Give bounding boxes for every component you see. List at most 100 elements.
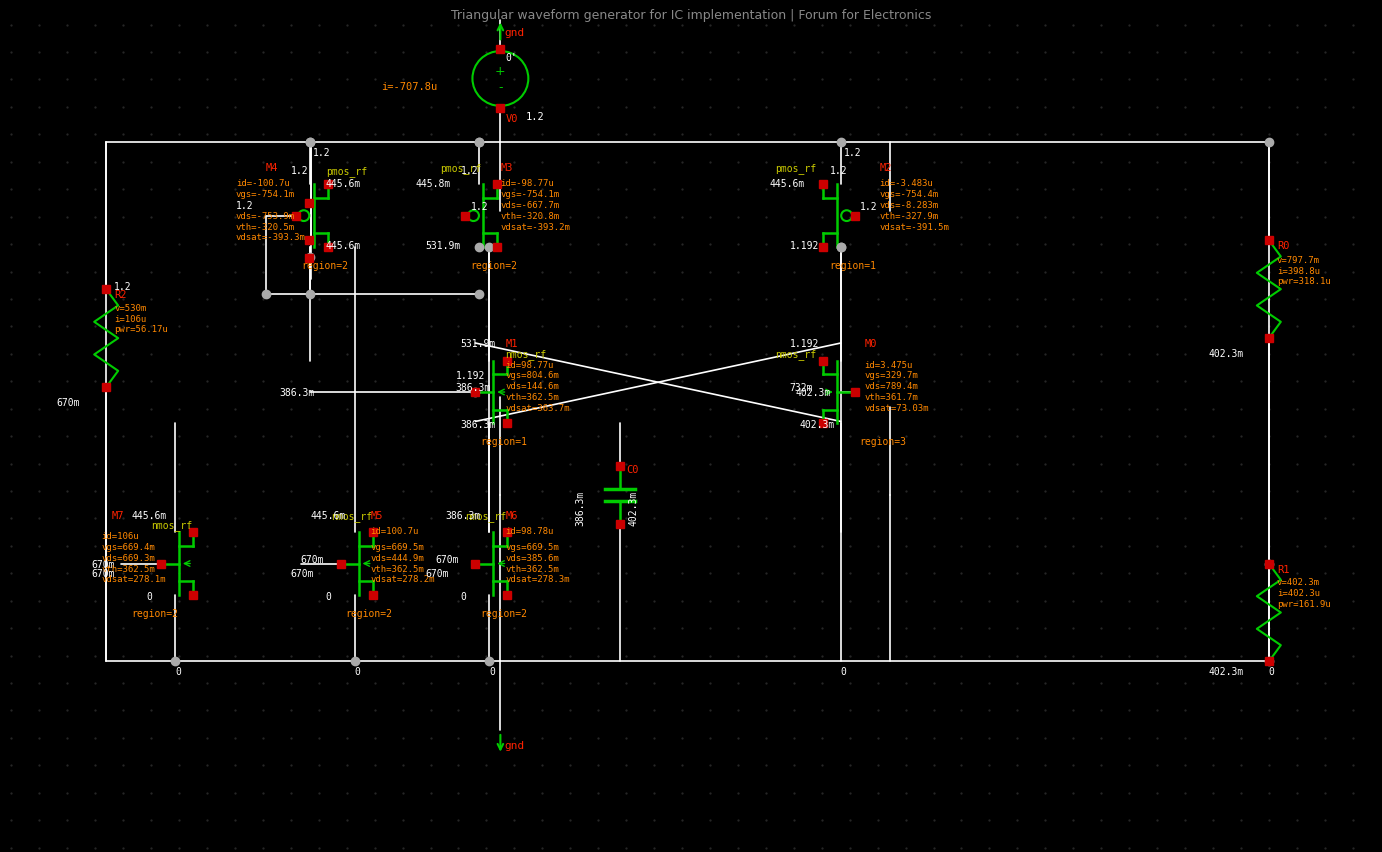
Text: v=797.7m: v=797.7m — [1277, 256, 1320, 264]
Text: 0: 0 — [326, 591, 332, 602]
Text: Triangular waveform generator for IC implementation | Forum for Electronics: Triangular waveform generator for IC imp… — [451, 9, 931, 21]
Text: 0: 0 — [489, 666, 495, 676]
Text: M0: M0 — [865, 339, 878, 348]
Text: vdsat=-391.5m: vdsat=-391.5m — [879, 222, 949, 231]
Text: pmos_rf: pmos_rf — [326, 165, 366, 176]
Text: +: + — [495, 65, 506, 78]
Text: 1.2: 1.2 — [525, 112, 545, 122]
Text: id=100.7u: id=100.7u — [370, 527, 419, 536]
Text: 445.8m: 445.8m — [416, 179, 451, 189]
Text: 732m: 732m — [789, 383, 813, 393]
Text: 445.6m: 445.6m — [311, 510, 346, 520]
Text: M7: M7 — [111, 510, 123, 520]
Text: 445.6m: 445.6m — [770, 179, 806, 189]
Text: vdsat=73.03m: vdsat=73.03m — [865, 403, 929, 412]
Text: vth=362.5m: vth=362.5m — [101, 564, 155, 573]
Text: vgs=669.5m: vgs=669.5m — [506, 543, 560, 551]
Text: vth=-327.9m: vth=-327.9m — [879, 211, 938, 221]
Text: vth=362.5m: vth=362.5m — [370, 564, 424, 573]
Text: i=402.3u: i=402.3u — [1277, 589, 1320, 597]
Text: 445.6m: 445.6m — [326, 179, 361, 189]
Text: nmos_rf: nmos_rf — [466, 510, 507, 521]
Text: 1.192: 1.192 — [789, 339, 820, 348]
Text: 1.192: 1.192 — [789, 241, 820, 250]
Text: 1.2: 1.2 — [860, 202, 878, 211]
Text: region=2: region=2 — [301, 261, 348, 270]
Text: 0: 0 — [146, 591, 152, 602]
Text: 402.3m: 402.3m — [1209, 666, 1244, 676]
Text: M4: M4 — [265, 163, 278, 173]
Text: vdsat=363.7m: vdsat=363.7m — [506, 403, 569, 412]
Text: 402.3m: 402.3m — [1209, 348, 1244, 359]
Text: 1.2: 1.2 — [460, 165, 478, 176]
Text: gnd: gnd — [504, 740, 525, 750]
Text: 1.2: 1.2 — [470, 202, 488, 211]
Text: pmos_rf: pmos_rf — [441, 163, 482, 174]
Text: M2: M2 — [879, 163, 893, 173]
Text: id=98.78u: id=98.78u — [506, 527, 554, 536]
Text: 386.3m: 386.3m — [279, 388, 315, 398]
Text: id=-98.77u: id=-98.77u — [500, 179, 554, 188]
Text: vth=-320.8m: vth=-320.8m — [500, 211, 560, 221]
Text: 386.3m: 386.3m — [460, 420, 496, 430]
Text: id=-100.7u: id=-100.7u — [236, 179, 290, 188]
Text: vds=-8.283m: vds=-8.283m — [879, 201, 938, 210]
Text: R1: R1 — [1277, 564, 1289, 574]
Text: i=-707.8u: i=-707.8u — [380, 83, 437, 92]
Text: nmos_rf: nmos_rf — [506, 348, 546, 360]
Text: 0: 0 — [460, 591, 466, 602]
Text: 1.192: 1.192 — [456, 371, 485, 381]
Text: 0: 0 — [355, 666, 361, 676]
Text: vds=-667.7m: vds=-667.7m — [500, 201, 560, 210]
Text: 0: 0 — [840, 666, 847, 676]
Text: vgs=329.7m: vgs=329.7m — [865, 371, 919, 380]
Text: 445.6m: 445.6m — [131, 510, 166, 520]
Text: vds=444.9m: vds=444.9m — [370, 553, 424, 562]
Text: 1.2: 1.2 — [829, 165, 847, 176]
Text: vds=-753.9m: vds=-753.9m — [236, 211, 294, 221]
Text: 445.6m: 445.6m — [326, 241, 361, 250]
Text: M1: M1 — [506, 339, 518, 348]
Text: id=-3.483u: id=-3.483u — [879, 179, 933, 188]
Text: vgs=-754.4m: vgs=-754.4m — [879, 190, 938, 199]
Text: vgs=-754.1m: vgs=-754.1m — [500, 190, 560, 199]
Text: 670m: 670m — [426, 569, 449, 579]
Text: i=398.8u: i=398.8u — [1277, 267, 1320, 275]
Text: -: - — [498, 81, 503, 94]
Text: C0: C0 — [626, 464, 638, 474]
Text: v=402.3m: v=402.3m — [1277, 578, 1320, 586]
Text: i=106u: i=106u — [115, 314, 146, 323]
Text: M6: M6 — [506, 510, 518, 520]
Text: 531.9m: 531.9m — [460, 339, 496, 348]
Text: vdsat=278.2m: vdsat=278.2m — [370, 574, 435, 584]
Text: v=530m: v=530m — [115, 303, 146, 313]
Text: vth=362.5m: vth=362.5m — [506, 393, 560, 401]
Text: vgs=669.4m: vgs=669.4m — [101, 543, 155, 551]
Text: vgs=669.5m: vgs=669.5m — [370, 543, 424, 551]
Text: region=1: region=1 — [829, 261, 876, 270]
Text: M3: M3 — [500, 163, 513, 173]
Text: region=2: region=2 — [470, 261, 517, 270]
Text: 670m: 670m — [301, 554, 325, 564]
Text: 1.2: 1.2 — [290, 165, 308, 176]
Text: id=106u: id=106u — [101, 532, 138, 540]
Text: vgs=804.6m: vgs=804.6m — [506, 371, 560, 380]
Text: vdsat=-393.2m: vdsat=-393.2m — [500, 222, 571, 231]
Text: R0: R0 — [1277, 241, 1289, 250]
Text: region=1: region=1 — [481, 436, 528, 446]
Text: region=2: region=2 — [481, 607, 528, 618]
Text: 386.3m: 386.3m — [456, 383, 491, 393]
Text: vdsat=278.3m: vdsat=278.3m — [506, 574, 569, 584]
Text: vgs=-754.1m: vgs=-754.1m — [236, 190, 294, 199]
Text: M5: M5 — [370, 510, 383, 520]
Text: region=2: region=2 — [131, 607, 178, 618]
Text: 1.2: 1.2 — [843, 148, 861, 158]
Text: id=3.475u: id=3.475u — [865, 360, 914, 369]
Text: 0': 0' — [506, 53, 517, 63]
Text: 1.2: 1.2 — [312, 148, 330, 158]
Text: vth=361.7m: vth=361.7m — [865, 393, 919, 401]
Text: vds=789.4m: vds=789.4m — [865, 382, 919, 391]
Text: 0: 0 — [1269, 666, 1274, 676]
Text: gnd: gnd — [504, 28, 525, 38]
Text: 402.3m: 402.3m — [629, 491, 638, 526]
